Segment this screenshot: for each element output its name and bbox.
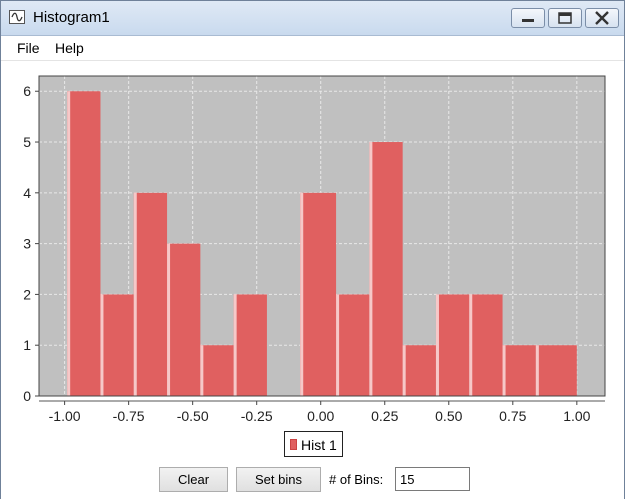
bins-input[interactable] (395, 467, 470, 491)
histogram-chart: 0 1 2 3 4 5 6 -1.00 -0.75 -0.50 -0.25 0.00 0.25 0.50 0… (23, 75, 606, 424)
bar-highlight (369, 142, 373, 396)
y-tick-label: 4 (23, 185, 31, 201)
x-tick-label: 0.75 (499, 408, 526, 424)
bar-highlight (100, 294, 104, 396)
minimize-icon (522, 19, 534, 22)
y-tick-label: 1 (23, 337, 31, 353)
clear-button[interactable]: Clear (159, 467, 228, 492)
set-bins-button[interactable]: Set bins (236, 467, 321, 492)
histogram-bar (502, 345, 536, 396)
close-icon (595, 11, 609, 25)
window-title: Histogram1 (33, 9, 110, 26)
bar-highlight (300, 192, 304, 396)
histogram-bar (435, 294, 470, 396)
y-tick-label: 6 (23, 83, 31, 99)
maximize-icon (558, 12, 572, 24)
bar-highlight (336, 294, 340, 396)
legend-label: Hist 1 (301, 437, 337, 453)
bar-highlight (502, 345, 506, 396)
y-tick-label: 5 (23, 134, 31, 150)
bar-highlight (167, 243, 171, 396)
y-tick-label: 2 (23, 286, 31, 302)
app-logo-icon (9, 10, 25, 24)
bins-label: # of Bins: (329, 472, 384, 487)
x-tick-label: 0.25 (371, 408, 398, 424)
menu-help[interactable]: Help (55, 40, 84, 56)
bar-highlight (402, 345, 406, 396)
bar-highlight (200, 345, 204, 396)
histogram-bar (67, 91, 101, 396)
plot-border (38, 75, 606, 397)
menu-bar: File Help (1, 36, 624, 61)
x-tick-label: 0.50 (435, 408, 462, 424)
x-tick-label: 0.00 (307, 408, 334, 424)
histogram-bar (469, 294, 503, 396)
bar-highlight (535, 345, 539, 396)
menu-file[interactable]: File (17, 40, 40, 56)
minimize-button[interactable] (511, 8, 545, 28)
bar-highlight (67, 91, 71, 396)
histogram-bar (133, 192, 168, 396)
close-button[interactable] (585, 8, 619, 28)
bar-highlight (469, 294, 473, 396)
x-tick-label: 1.00 (563, 408, 590, 424)
x-tick-label: -0.75 (113, 408, 145, 424)
histogram-bar (100, 294, 134, 396)
legend-swatch (290, 439, 297, 450)
chart-legend: Hist 1 (284, 431, 343, 457)
histogram-bar (535, 345, 577, 396)
maximize-button[interactable] (548, 8, 582, 28)
histogram-bar (336, 294, 370, 396)
histogram-bar (233, 294, 267, 396)
histogram-bar (300, 192, 337, 396)
bar-highlight (435, 294, 439, 396)
x-tick-label: -1.00 (49, 408, 81, 424)
histogram-bar (402, 345, 436, 396)
histogram-bar (167, 243, 201, 396)
title-bar[interactable]: Histogram1 (1, 1, 624, 36)
histogram-bar (200, 345, 234, 396)
y-tick-label: 3 (23, 236, 31, 252)
main-content: 0 1 2 3 4 5 6 -1.00 -0.75 -0.50 -0.25 0.00 0.25 0.50 0… (1, 61, 624, 499)
x-tick-label: -0.50 (177, 408, 209, 424)
bar-highlight (233, 294, 237, 396)
x-tick-label: -0.25 (241, 408, 273, 424)
bar-highlight (133, 192, 137, 396)
histogram-bar (369, 142, 403, 396)
y-tick-label: 0 (23, 388, 31, 404)
